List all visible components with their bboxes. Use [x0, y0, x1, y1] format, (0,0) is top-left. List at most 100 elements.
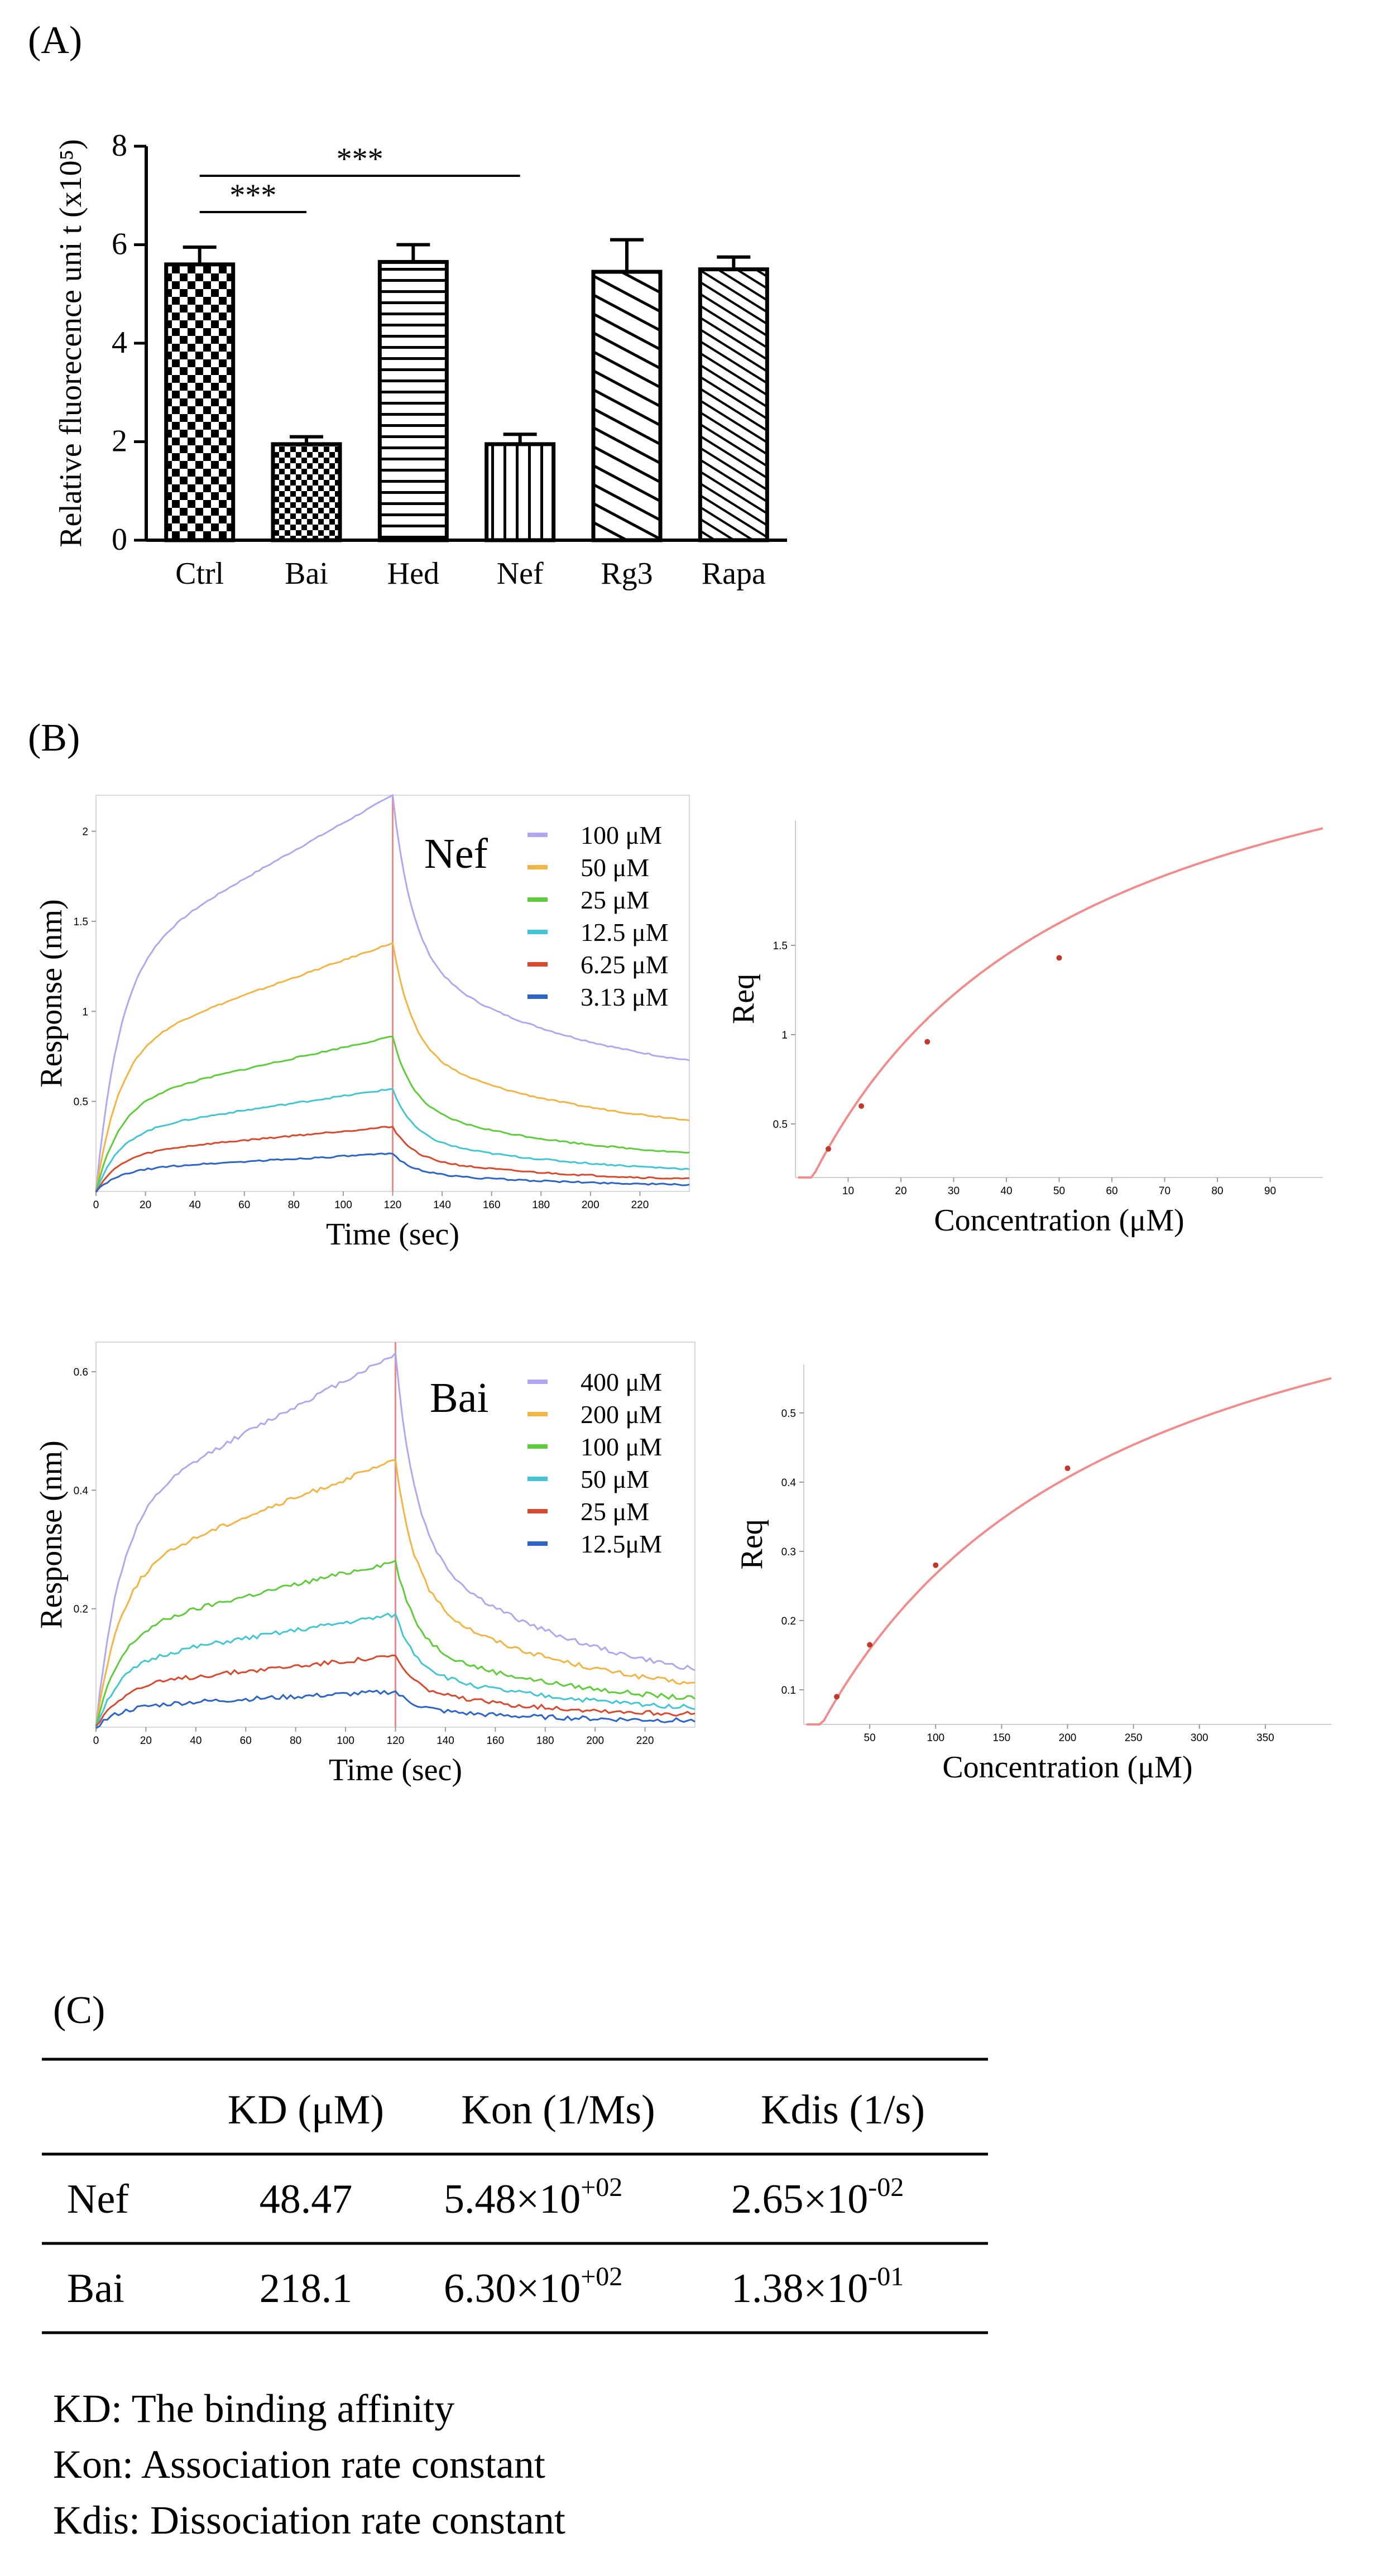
significance-label: ***: [229, 178, 276, 213]
x-tick-label: 100: [337, 1735, 354, 1747]
data-point: [933, 1562, 939, 1568]
x-tick-label: 100: [334, 1199, 352, 1211]
legend-label: 400 μM: [581, 1368, 662, 1396]
data-point: [924, 1039, 930, 1045]
x-tick-label: 140: [433, 1199, 451, 1211]
legend-label: 50 μM: [581, 853, 649, 882]
x-tick-label: 0: [93, 1735, 99, 1747]
x-axis-label: Time (sec): [326, 1217, 459, 1252]
table-header-kd: KD (μM): [228, 2087, 384, 2133]
y-tick-label: 0: [112, 522, 127, 557]
y-tick-label: 8: [112, 128, 127, 163]
legend-label: 12.5 μM: [581, 918, 669, 946]
nef-steady-state-fit: 10 20 30 40 50 60 70 80 90 0.5 1 1.5 Concentration (…: [726, 820, 1323, 1238]
series-line: [95, 1559, 696, 1727]
table-header-kon: Kon (1/Ms): [461, 2087, 655, 2133]
x-tick-label: Ctrl: [175, 556, 224, 591]
table-row: Bai 218.1 6.30×10+02 1.38×10-01: [67, 2262, 904, 2311]
series-line: [95, 1152, 690, 1193]
x-tick-label: 90: [1264, 1185, 1276, 1197]
row-kd: 218.1: [260, 2266, 353, 2311]
x-tick-label: Rg3: [601, 556, 653, 591]
x-tick-label: 60: [1106, 1185, 1117, 1197]
panel-a-bar-chart: 0 2 4 6 8 Relative fluorecence uni t (x10⁵) Ct…: [54, 128, 787, 591]
legend-label: 6.25 μM: [581, 950, 669, 979]
x-tick-label: 80: [288, 1199, 300, 1211]
nef-sensorgram: 0 20 40 60 80 100 120 140 160 180 200 220 0.5 1 1.5 2 Ne…: [34, 794, 690, 1252]
compound-label: Bai: [430, 1374, 489, 1421]
x-tick-label: 200: [1059, 1732, 1077, 1744]
y-tick-label: 0.2: [781, 1616, 796, 1627]
legend-label: 25 μM: [581, 886, 649, 914]
fit-curve: [806, 1377, 1332, 1726]
note-kd: KD: The binding affinity: [53, 2386, 454, 2431]
y-tick-label: 1.5: [773, 940, 788, 952]
y-axis-label: Relative fluorecence uni t (x10⁵): [54, 139, 88, 547]
legend-label: 100 μM: [581, 1433, 662, 1461]
series-line: [95, 1088, 690, 1193]
y-tick-label: 0.5: [74, 1097, 88, 1108]
x-tick-label: 20: [140, 1735, 152, 1747]
note-kon: Kon: Association rate constant: [53, 2442, 545, 2487]
y-tick-label: 0.4: [781, 1477, 797, 1489]
x-tick-label: 160: [486, 1735, 504, 1747]
row-kdis: 1.38×10-01: [731, 2262, 904, 2311]
data-point: [867, 1642, 873, 1648]
bar: [377, 259, 449, 542]
y-tick-label: 0.3: [781, 1546, 796, 1558]
series-line: [95, 1351, 696, 1727]
x-tick-label: 120: [384, 1199, 402, 1211]
y-tick-label: 6: [112, 227, 127, 262]
legend-label: 12.5μM: [581, 1530, 662, 1558]
series-line: [95, 941, 690, 1193]
y-tick-label: 0.1: [781, 1685, 796, 1696]
x-tick-label: 160: [483, 1199, 501, 1211]
y-tick-label: 2: [112, 424, 127, 459]
row-kon: 6.30×10+02: [444, 2262, 622, 2311]
y-tick-label: 0.4: [74, 1485, 89, 1497]
panel-c-label: (C): [53, 1989, 105, 2032]
row-kd: 48.47: [260, 2176, 353, 2222]
panel-a-label: (A): [28, 19, 82, 62]
x-tick-label: 200: [582, 1199, 599, 1211]
x-tick-label: 140: [437, 1735, 454, 1747]
y-tick-label: 1.5: [74, 916, 88, 928]
bar: [591, 270, 663, 542]
bar: [698, 267, 769, 542]
x-tick-label: Nef: [497, 556, 544, 591]
series-line: [95, 1459, 696, 1729]
panel-b-label: (B): [28, 717, 80, 760]
note-kdis: Kdis: Dissociation rate constant: [53, 2498, 565, 2543]
data-point: [858, 1103, 865, 1109]
table-header-kdis: Kdis (1/s): [761, 2087, 925, 2133]
data-point: [1064, 1465, 1071, 1472]
x-axis-label: Time (sec): [329, 1753, 462, 1787]
x-tick-label: 150: [993, 1732, 1011, 1744]
y-tick-label: 1: [82, 1006, 88, 1018]
x-axis-label: Concentration (μM): [942, 1750, 1192, 1785]
y-tick-label: 0.2: [74, 1604, 88, 1616]
data-point: [834, 1694, 840, 1700]
x-tick-label: 80: [290, 1735, 301, 1747]
x-tick-label: Bai: [285, 556, 328, 591]
y-tick-label: 1: [781, 1030, 788, 1041]
series-line: [95, 1126, 689, 1192]
kinetics-table: KD (μM) Kon (1/Ms) Kdis (1/s) Nef 48.47 …: [42, 2058, 988, 2334]
x-tick-label: 180: [532, 1199, 550, 1211]
y-axis-label: Req: [726, 974, 761, 1024]
legend-label: 200 μM: [581, 1400, 662, 1429]
x-tick-label: 200: [586, 1735, 604, 1747]
x-tick-label: 60: [240, 1735, 252, 1747]
y-axis-label: Response (nm): [34, 899, 69, 1088]
x-tick-label: 40: [1000, 1185, 1012, 1197]
x-tick-label: 50: [864, 1732, 876, 1744]
row-name: Nef: [67, 2176, 129, 2222]
x-axis-label: Concentration (μM): [934, 1203, 1184, 1238]
x-tick-label: 80: [1211, 1185, 1223, 1197]
x-tick-label: 40: [190, 1735, 202, 1747]
bai-steady-state-fit: 50 100 150 200 250 300 350 0.1 0.2 0.3 0.4 0.5 Conce…: [735, 1364, 1332, 1785]
data-point: [1056, 955, 1062, 961]
x-tick-label: 20: [895, 1185, 906, 1197]
x-tick-label: 60: [238, 1199, 250, 1211]
